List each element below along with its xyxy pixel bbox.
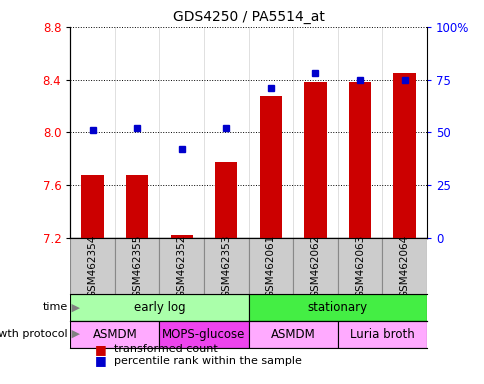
Text: growth protocol: growth protocol xyxy=(0,329,68,339)
Bar xyxy=(126,175,148,238)
Bar xyxy=(170,235,193,238)
Text: ASMDM: ASMDM xyxy=(270,328,315,341)
Bar xyxy=(204,238,248,294)
Bar xyxy=(159,238,204,294)
Bar xyxy=(393,73,415,238)
Text: early log: early log xyxy=(134,301,185,314)
Text: transformed count: transformed count xyxy=(114,344,217,354)
Title: GDS4250 / PA5514_at: GDS4250 / PA5514_at xyxy=(172,10,324,25)
Text: MOPS-glucose: MOPS-glucose xyxy=(162,328,245,341)
Bar xyxy=(248,321,337,348)
Text: GSM462353: GSM462353 xyxy=(221,234,231,298)
Text: ■: ■ xyxy=(94,343,106,356)
Bar xyxy=(159,321,248,348)
Text: ▶: ▶ xyxy=(68,302,80,312)
Bar xyxy=(81,175,104,238)
Bar xyxy=(259,96,281,238)
Text: GSM462063: GSM462063 xyxy=(354,234,364,298)
Bar xyxy=(248,238,292,294)
Text: percentile rank within the sample: percentile rank within the sample xyxy=(114,356,301,366)
Text: GSM462062: GSM462062 xyxy=(310,234,320,298)
Bar xyxy=(70,238,115,294)
Text: GSM462354: GSM462354 xyxy=(88,234,97,298)
Text: ▶: ▶ xyxy=(68,329,80,339)
Text: ■: ■ xyxy=(94,354,106,367)
Text: GSM462061: GSM462061 xyxy=(265,234,275,298)
Text: time: time xyxy=(43,302,68,312)
Bar xyxy=(70,321,159,348)
Bar xyxy=(337,321,426,348)
Bar xyxy=(381,238,426,294)
Text: Luria broth: Luria broth xyxy=(349,328,414,341)
Text: stationary: stationary xyxy=(307,301,367,314)
Text: GSM462352: GSM462352 xyxy=(176,234,186,298)
Bar xyxy=(215,162,237,238)
Text: ASMDM: ASMDM xyxy=(92,328,137,341)
Bar xyxy=(115,238,159,294)
Bar xyxy=(292,238,337,294)
Bar xyxy=(348,82,370,238)
Bar xyxy=(248,294,426,321)
Bar xyxy=(337,238,381,294)
Text: GSM462064: GSM462064 xyxy=(399,234,408,298)
Text: GSM462355: GSM462355 xyxy=(132,234,142,298)
Bar xyxy=(303,82,326,238)
Bar xyxy=(70,294,248,321)
